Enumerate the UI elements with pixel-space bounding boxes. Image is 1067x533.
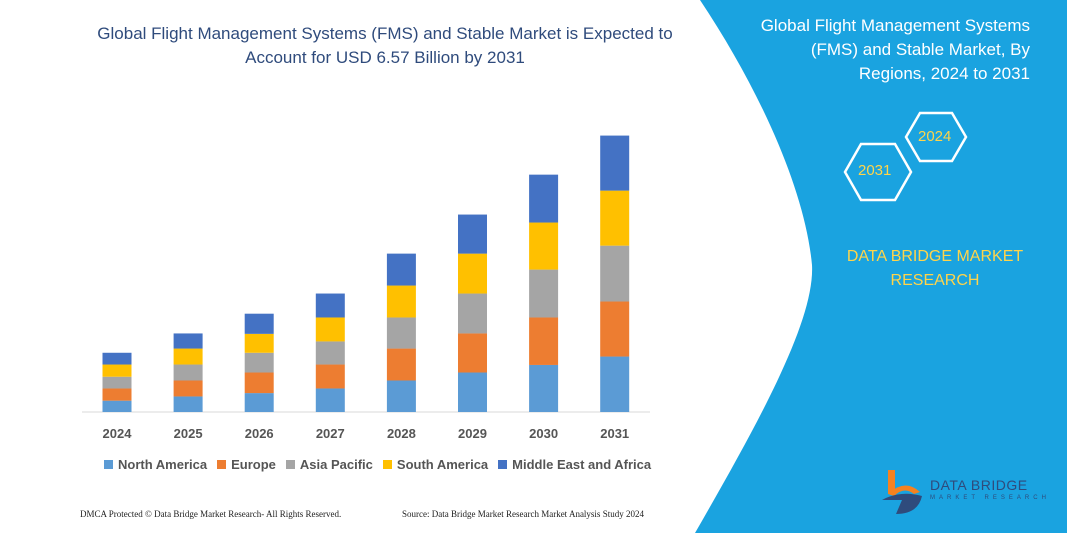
legend-item: Middle East and Africa [498, 457, 651, 472]
bar-segment-2028-1 [386, 348, 416, 381]
x-tick-label: 2024 [103, 426, 133, 441]
bar-segment-2026-4 [244, 313, 274, 334]
bar-segment-2024-0 [102, 400, 132, 412]
bar-segment-2031-0 [600, 356, 630, 412]
bar-segment-2026-3 [244, 333, 274, 353]
x-tick-label: 2028 [387, 426, 416, 441]
x-tick-label: 2027 [316, 426, 345, 441]
bar-segment-2027-1 [315, 364, 345, 389]
bar-segment-2025-3 [173, 348, 203, 365]
legend-swatch [104, 460, 113, 469]
hexagon-2031 [843, 142, 913, 202]
legend-swatch [498, 460, 508, 469]
hex-label-2031: 2031 [858, 162, 892, 179]
legend-item: South America [382, 457, 489, 472]
side-title: Global Flight Management Systems (FMS) a… [760, 16, 1030, 83]
bar-segment-2030-0 [529, 364, 559, 412]
legend-label: Europe [231, 457, 276, 472]
bar-segment-2028-4 [386, 253, 416, 286]
bar-segment-2024-4 [102, 352, 132, 365]
hexagon-2024 [904, 111, 968, 163]
bar-segment-2030-2 [529, 269, 559, 318]
bar-segment-2031-4 [600, 135, 630, 191]
legend-label: North America [118, 457, 208, 472]
bar-segment-2029-3 [458, 253, 487, 294]
legend: North America Europe Asia Pacific South Ame… [104, 457, 651, 472]
side-panel [695, 0, 1067, 533]
bar-segment-2027-2 [315, 341, 345, 365]
logo-sub: MARKET RESEARCH [930, 495, 1050, 501]
bar-segment-2031-3 [600, 190, 630, 246]
bar-segment-2029-4 [458, 214, 487, 254]
bar-segment-2027-3 [315, 317, 345, 342]
x-tick-label: 2030 [529, 426, 558, 441]
bar-segment-2030-3 [529, 222, 559, 270]
bar-segment-2027-4 [315, 293, 345, 318]
bar-segment-2030-4 [529, 174, 559, 223]
x-tick-label: 2026 [245, 426, 274, 441]
legend-item: North America [104, 457, 207, 472]
legend-swatch [217, 460, 227, 469]
chart-title: Global Flight Management Systems (FMS) a… [97, 24, 673, 67]
bar-segment-2027-0 [315, 388, 345, 412]
x-tick-label: 2029 [458, 426, 487, 441]
bar-segment-2031-2 [600, 245, 630, 302]
x-tick-label: 2031 [600, 426, 629, 441]
bar-segment-2025-1 [173, 380, 203, 397]
bar-segment-2029-2 [458, 293, 487, 334]
legend-item: Europe [217, 457, 276, 472]
hex-label-2024: 2024 [918, 128, 952, 145]
bar-segment-2024-1 [102, 388, 132, 401]
footer-copyright: DMCA Protected © Data Bridge Market Rese… [80, 509, 342, 519]
bar-segment-2030-1 [529, 317, 559, 365]
bar-segment-2028-2 [386, 317, 416, 349]
bar-segment-2028-3 [386, 285, 416, 318]
bar-segment-2025-4 [173, 333, 203, 349]
bar-segment-2031-1 [600, 301, 630, 357]
bar-segment-2025-2 [173, 364, 203, 381]
bar-segment-2024-3 [102, 364, 132, 377]
bar-segment-2029-1 [458, 333, 487, 373]
bar-segment-2028-0 [386, 380, 416, 412]
legend-swatch [285, 460, 295, 469]
chart-area: 2024 2025 2026 2027 2028 2029 2030 2031 [82, 135, 650, 441]
logo-name: DATA BRIDGE [930, 477, 1028, 493]
bar-segment-2029-0 [458, 372, 487, 412]
bar-segment-2026-1 [244, 372, 274, 394]
bar-segment-2026-0 [244, 393, 274, 412]
bar-segment-2025-0 [173, 396, 203, 412]
legend-label: Asia Pacific [299, 457, 373, 472]
x-tick-label: 2025 [174, 426, 203, 441]
legend-label: South America [396, 457, 489, 472]
footer-source: Source: Data Bridge Market Research Mark… [402, 509, 644, 519]
bar-segment-2026-2 [244, 352, 274, 373]
legend-item: Asia Pacific [285, 457, 373, 472]
data-bridge-logo-icon [882, 470, 922, 514]
brand-text: DATA BRIDGE MARKET RESEARCH [846, 248, 1024, 289]
legend-swatch [382, 460, 392, 469]
legend-label: Middle East and Africa [512, 457, 652, 472]
bar-segment-2024-2 [102, 376, 132, 389]
